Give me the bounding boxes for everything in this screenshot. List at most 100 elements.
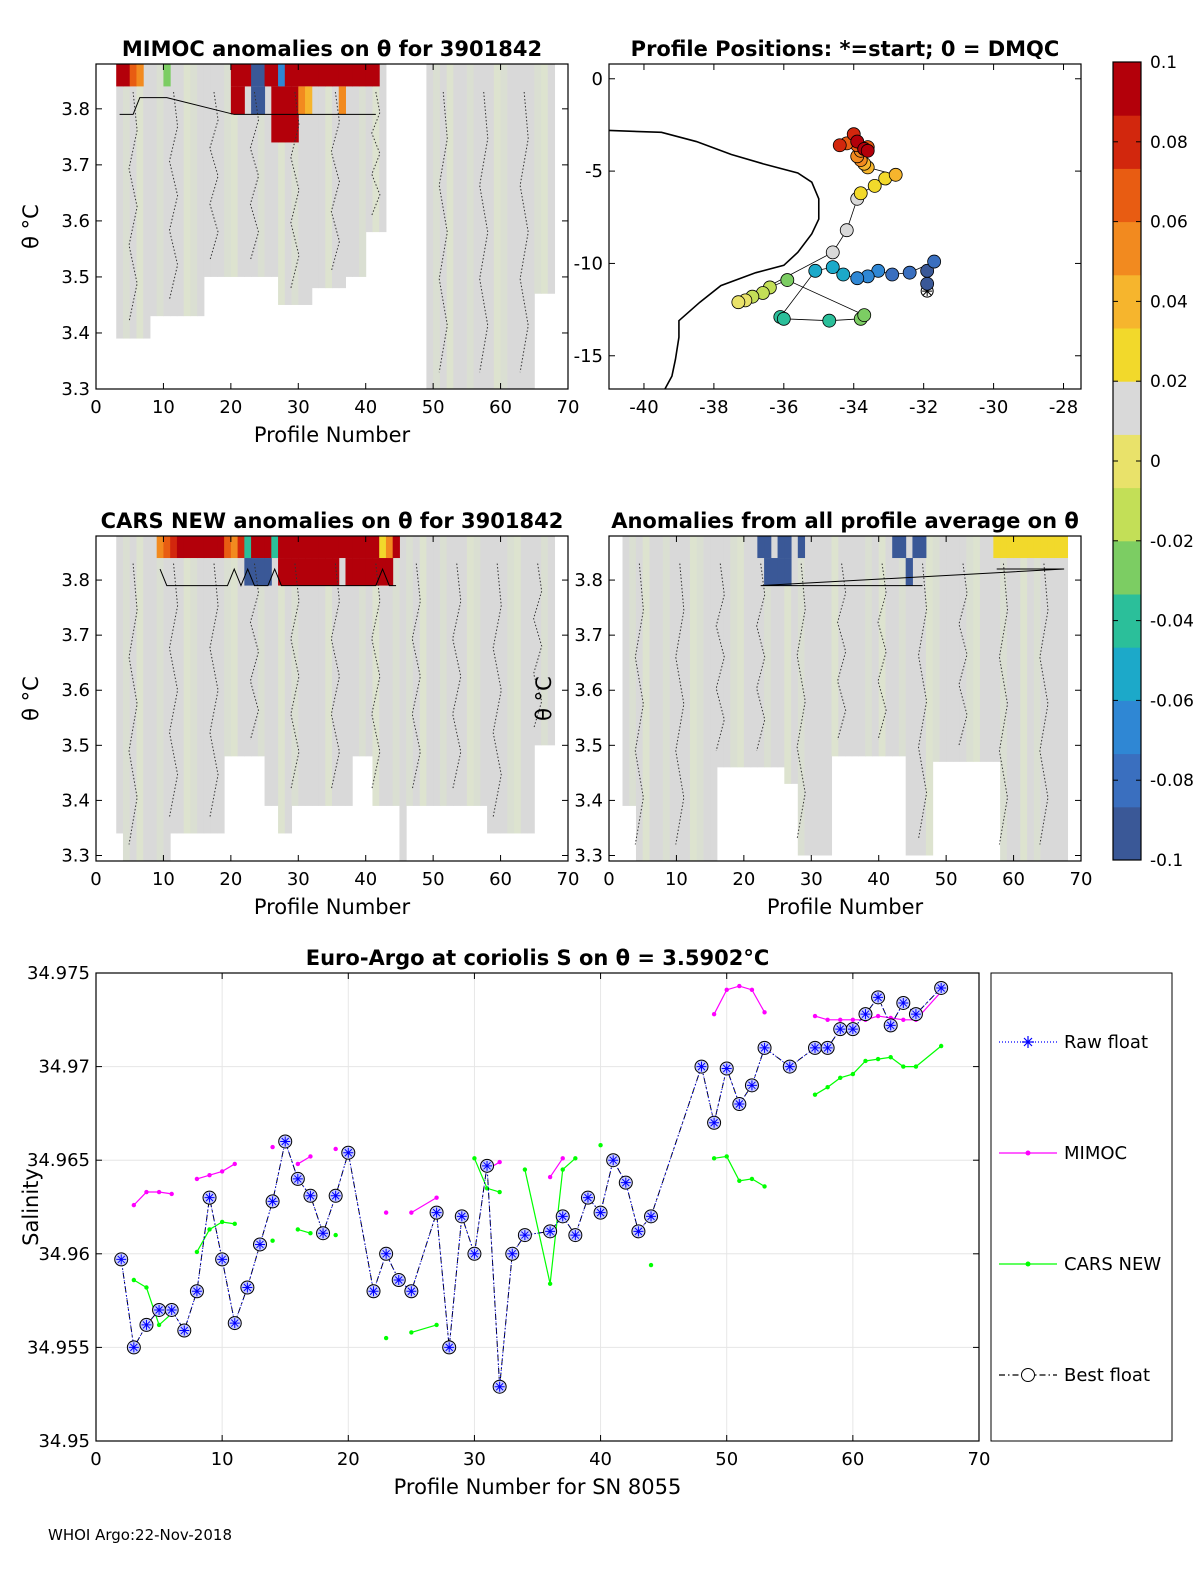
mimoc-frame <box>95 63 569 390</box>
cars-xtick-label: 30 <box>287 869 310 890</box>
mimoc-anomaly-cell <box>122 64 131 87</box>
colorbar-tick-label: -0.02 <box>1150 532 1194 552</box>
mean-anomaly-cell <box>777 558 785 586</box>
raw-float-star <box>608 1155 619 1166</box>
salinity-xtick-label: 0 <box>90 1449 101 1470</box>
mimoc-point <box>409 1210 414 1215</box>
best-float-marker <box>252 1237 267 1252</box>
mimoc-field-cell <box>453 64 461 389</box>
raw-float-star <box>835 1024 846 1035</box>
cars-point <box>560 1167 565 1172</box>
mimoc-anomaly-cell <box>332 64 340 87</box>
mean-frame <box>608 535 1082 862</box>
cars-anomaly-cell <box>278 536 286 559</box>
cars-field-cell <box>541 536 549 746</box>
cars-anomaly-cell <box>325 536 333 559</box>
colorbar-tick-label: 0 <box>1150 452 1161 472</box>
mimoc-contour-dotted <box>330 91 340 272</box>
raw-float-star <box>582 1192 593 1203</box>
cars-field-cell <box>520 536 529 834</box>
cars-field-cell <box>230 536 239 757</box>
mimoc-point <box>169 1191 174 1197</box>
best-float-marker <box>454 1209 469 1224</box>
mimoc-contour-dotted <box>209 91 219 261</box>
mean-field-cell <box>797 536 806 856</box>
cars-field-cell <box>143 536 151 861</box>
mimoc-field-cell <box>325 64 333 289</box>
mean-field-cell <box>1040 536 1048 861</box>
mimoc-anomaly-cell <box>338 64 346 87</box>
cars-anomaly-cell <box>345 558 353 586</box>
best-float-marker <box>126 1340 141 1355</box>
cars-ytick-label: 3.6 <box>61 680 90 701</box>
raw-float-star <box>646 1211 657 1222</box>
cars-field-cell <box>399 536 407 861</box>
cars-field-cell <box>358 536 367 757</box>
mean-anomaly-cell <box>777 536 785 559</box>
mean-field-cell <box>791 536 799 784</box>
cars-contour-dotted <box>249 563 260 740</box>
mean-ytick-label: 3.3 <box>574 845 603 866</box>
cars-anomaly-cell <box>311 536 320 559</box>
raw-float-star <box>910 1009 921 1020</box>
mimoc-field-cell <box>224 64 232 277</box>
raw-float-star <box>746 1080 757 1091</box>
colorbar-segment <box>1113 168 1141 223</box>
best-float-marker <box>732 1097 747 1112</box>
cars-anomaly-cell <box>385 536 394 559</box>
profile-position-point <box>731 295 746 310</box>
mean-anomaly-cell <box>1000 536 1008 559</box>
mean-anomaly-cell <box>993 536 1001 559</box>
cars-field-cell <box>534 536 542 746</box>
profile-position-point <box>839 223 854 238</box>
cars-axes: 0 10 20 30 40 50 60 70 3.3 3.4 3.5 3.6 3.7 3.8 CARS NE… <box>19 509 579 919</box>
cars-contour-dotted <box>128 563 138 845</box>
map-xtick-label: -32 <box>909 397 938 418</box>
colorbar-segment <box>1113 221 1141 276</box>
cars-anomaly-cell <box>298 558 306 586</box>
cars-field-cell <box>433 536 441 806</box>
best-float-marker <box>517 1228 532 1243</box>
mimoc-anomaly-cell <box>305 64 313 87</box>
legend-label: Raw float <box>1064 1032 1148 1053</box>
best-float-marker <box>593 1205 608 1220</box>
best-float-marker <box>492 1379 507 1394</box>
map-ytick-label: -5 <box>585 161 603 182</box>
cars-field-cell <box>385 536 394 806</box>
raw-float-star <box>318 1228 329 1239</box>
mean-field-cell <box>669 536 677 861</box>
mimoc-field-cell <box>541 64 549 294</box>
cars-field-cell <box>224 536 232 757</box>
raw-float-star <box>822 1042 833 1053</box>
mean-field-cell <box>892 536 900 757</box>
cars-field-cell <box>305 536 313 806</box>
best-float-series <box>114 980 949 1394</box>
mean-contour-dotted <box>837 563 847 740</box>
mean-field-cell <box>629 536 637 806</box>
mimoc-point <box>560 1156 565 1161</box>
mimoc-point <box>711 1011 717 1017</box>
best-float-marker <box>341 1145 356 1160</box>
raw-float-star <box>267 1196 278 1207</box>
mimoc-line <box>411 1197 437 1214</box>
mimoc-point <box>497 1159 502 1165</box>
mimoc-point <box>737 983 742 989</box>
mimoc-field-cell <box>473 64 481 389</box>
mimoc-field-cell <box>278 64 286 305</box>
mimoc-anomaly-cell <box>163 64 171 87</box>
mimoc-point <box>333 1146 338 1152</box>
cars-ylabel: θ °C <box>19 676 43 721</box>
mean-ytick-label: 3.6 <box>574 680 603 701</box>
cars-anomaly-cell <box>244 558 252 586</box>
cars-xtick-label: 70 <box>557 869 580 890</box>
cars-anomaly-cell <box>298 536 306 559</box>
cars-line <box>814 1045 942 1096</box>
raw-float-star <box>191 1286 202 1297</box>
mimoc-xtick-label: 40 <box>354 397 377 418</box>
colorbar-segment <box>1113 381 1141 435</box>
cars-field-cell <box>183 536 191 834</box>
mimoc-anomaly-cell <box>358 64 367 87</box>
mimoc-field-cell <box>291 64 299 305</box>
colorbar: 0.1 0.08 0.06 0.04 0.02 0 -0.02 -0.04 -0.06 -0.08… <box>1112 53 1194 871</box>
cars-field-cell <box>264 536 272 806</box>
